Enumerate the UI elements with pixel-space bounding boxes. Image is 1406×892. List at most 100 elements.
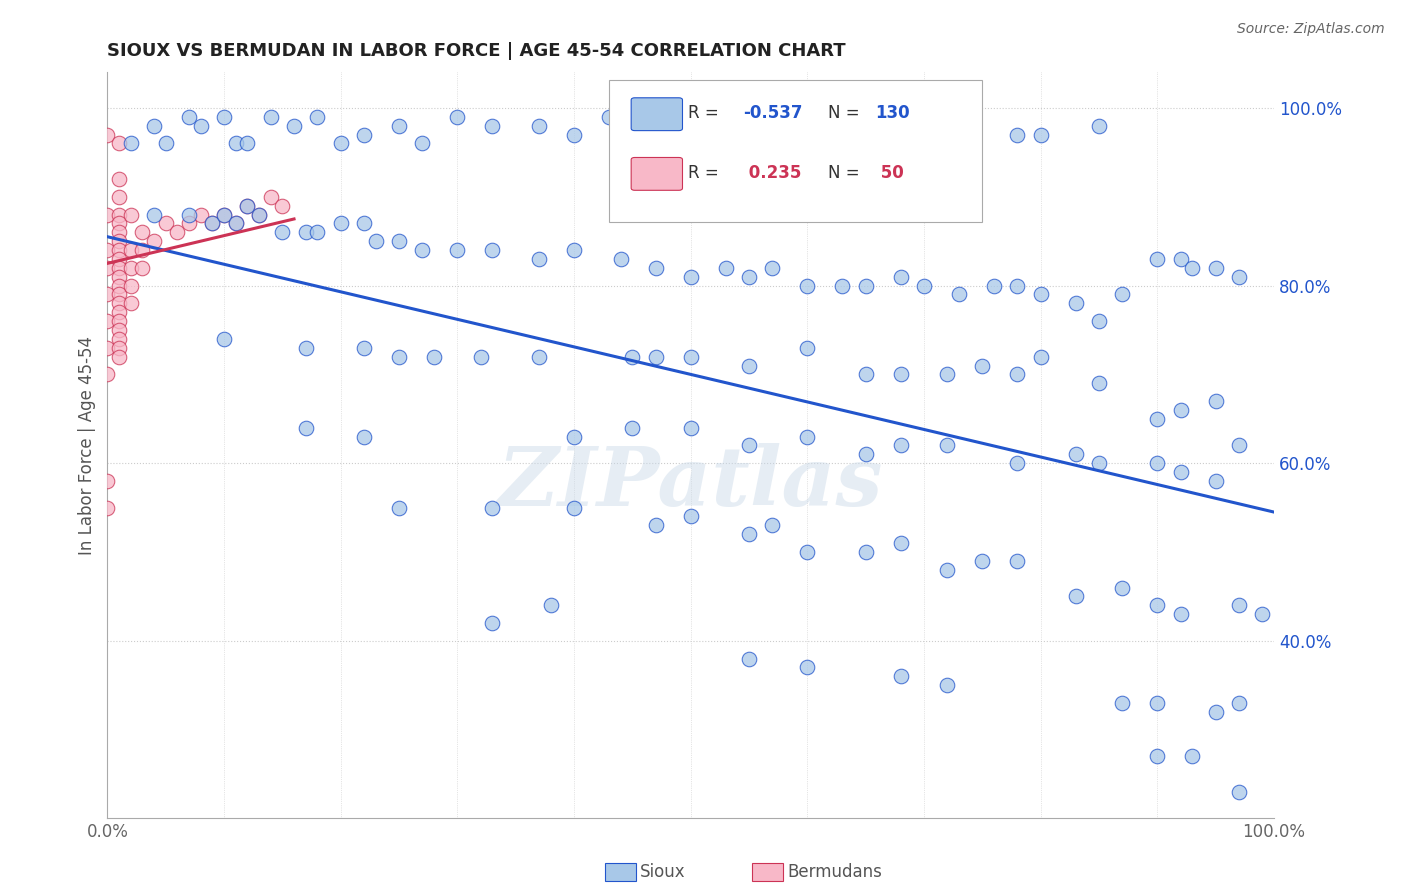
Point [177, 110, 200, 124]
Point [644, 518, 666, 533]
Point [609, 252, 631, 266]
Point [96, 474, 118, 488]
Point [1029, 350, 1052, 364]
Point [936, 563, 959, 577]
Point [108, 314, 131, 328]
Point [446, 110, 468, 124]
Point [411, 243, 433, 257]
Point [1251, 607, 1274, 622]
Point [796, 660, 818, 674]
FancyBboxPatch shape [609, 80, 983, 221]
Point [1205, 705, 1227, 719]
Point [364, 234, 387, 248]
Point [120, 136, 142, 151]
Point [96, 208, 118, 222]
Point [1227, 785, 1250, 799]
Point [481, 119, 503, 133]
Point [1111, 287, 1133, 301]
Point [1088, 456, 1111, 470]
Point [108, 216, 131, 230]
Point [972, 554, 994, 568]
Text: ZIPatlas: ZIPatlas [498, 442, 883, 523]
Point [446, 243, 468, 257]
Point [143, 119, 166, 133]
Point [271, 199, 294, 213]
Point [1227, 438, 1250, 452]
Point [166, 225, 188, 239]
Point [1088, 314, 1111, 328]
Point [936, 128, 959, 142]
Point [108, 350, 131, 364]
Point [388, 119, 411, 133]
Point [796, 110, 818, 124]
Point [1064, 447, 1087, 461]
Point [714, 260, 737, 275]
Point [353, 341, 375, 355]
Point [108, 208, 131, 222]
Point [108, 234, 131, 248]
Point [621, 350, 644, 364]
Point [1227, 696, 1250, 710]
Point [855, 128, 877, 142]
Point [131, 243, 153, 257]
Point [796, 545, 818, 559]
Point [1088, 376, 1111, 391]
Point [260, 190, 283, 204]
Text: Bermudans: Bermudans [787, 863, 882, 881]
Point [1146, 412, 1168, 426]
Text: 130: 130 [875, 104, 910, 122]
Point [972, 359, 994, 373]
Point [108, 190, 131, 204]
Point [890, 536, 912, 550]
Point [120, 296, 142, 310]
Text: 50: 50 [875, 164, 904, 182]
Point [155, 136, 177, 151]
Point [1170, 403, 1192, 417]
Point [1146, 252, 1168, 266]
Point [108, 136, 131, 151]
Point [598, 110, 620, 124]
Point [1064, 590, 1087, 604]
Point [562, 243, 585, 257]
Point [1146, 749, 1168, 764]
Point [1111, 696, 1133, 710]
Point [96, 314, 118, 328]
Point [225, 136, 247, 151]
Point [108, 305, 131, 319]
Point [120, 260, 142, 275]
Point [481, 616, 503, 631]
Text: 0.235: 0.235 [744, 164, 801, 182]
Point [283, 119, 305, 133]
FancyBboxPatch shape [631, 98, 682, 130]
Text: R =: R = [689, 104, 718, 122]
Text: R =: R = [689, 164, 718, 182]
Point [423, 350, 446, 364]
Point [388, 500, 411, 515]
Point [131, 225, 153, 239]
Point [644, 260, 666, 275]
Point [201, 216, 224, 230]
Point [738, 269, 761, 284]
Point [749, 128, 772, 142]
Point [761, 518, 783, 533]
Point [890, 128, 912, 142]
Point [108, 323, 131, 337]
Point [329, 136, 352, 151]
Point [388, 234, 411, 248]
Point [1007, 456, 1029, 470]
Text: N =: N = [828, 164, 860, 182]
Point [108, 260, 131, 275]
Point [353, 128, 375, 142]
FancyBboxPatch shape [631, 158, 682, 190]
Point [540, 599, 562, 613]
Point [890, 438, 912, 452]
Point [855, 545, 877, 559]
Point [527, 350, 550, 364]
Point [1205, 394, 1227, 409]
Text: Sioux: Sioux [640, 863, 685, 881]
Point [353, 216, 375, 230]
Point [738, 359, 761, 373]
Point [855, 368, 877, 382]
Point [562, 500, 585, 515]
Point [831, 278, 853, 293]
